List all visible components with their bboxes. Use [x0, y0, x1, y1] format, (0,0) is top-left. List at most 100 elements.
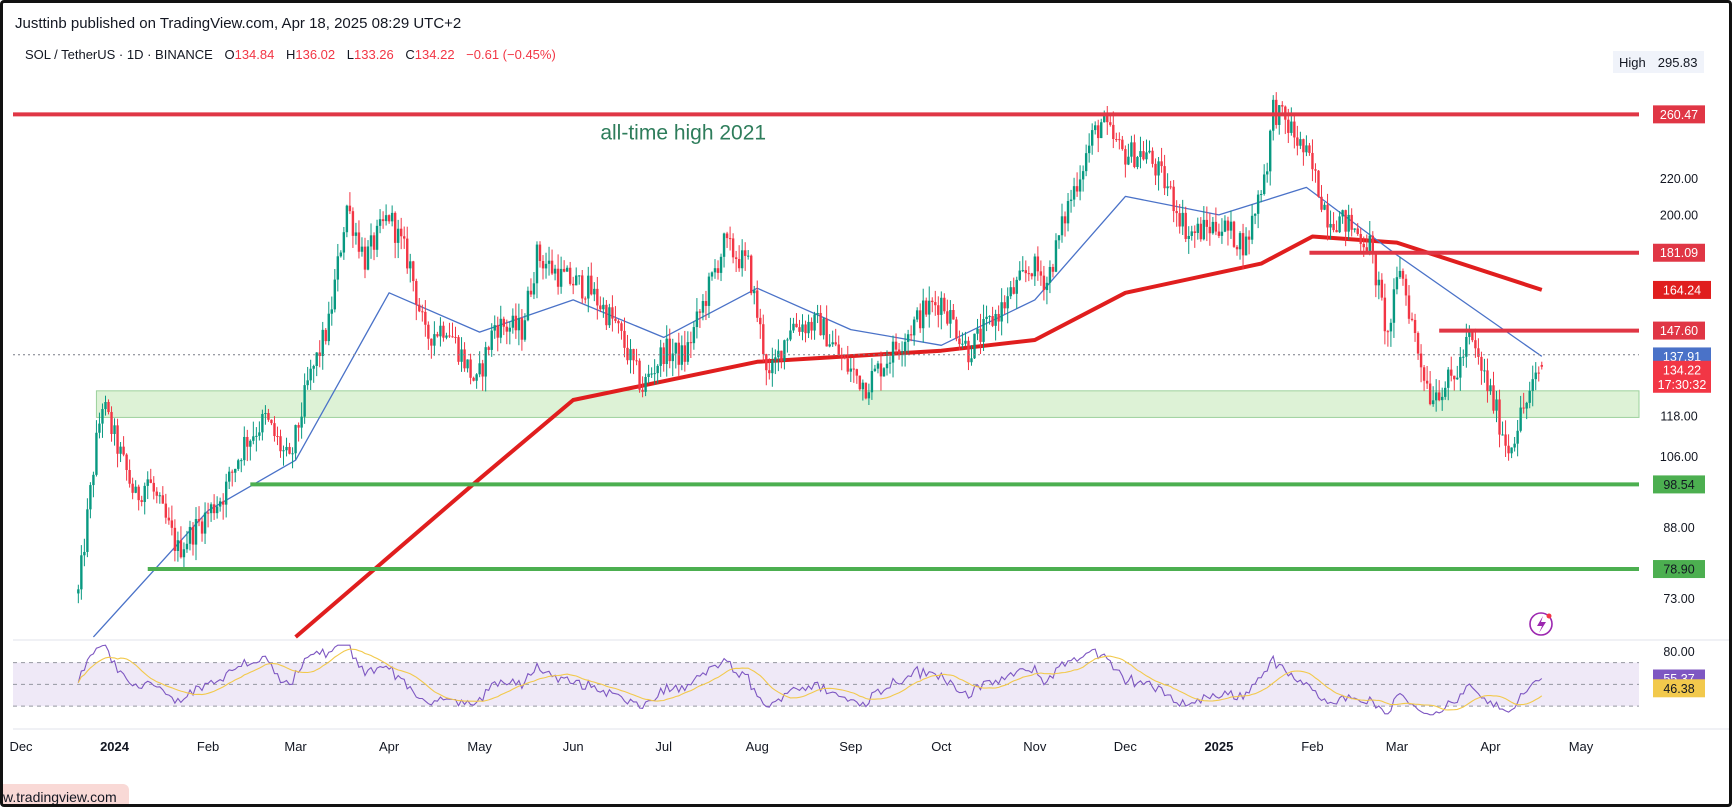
candle-body	[381, 219, 385, 222]
candle-body	[1362, 243, 1365, 248]
candle-body	[1256, 194, 1260, 214]
candle-body	[946, 311, 949, 324]
candle-body	[846, 358, 849, 372]
candle-body	[1202, 219, 1206, 240]
candle-body	[774, 357, 777, 361]
candle-body	[870, 370, 874, 393]
candle-body	[212, 504, 216, 514]
price-level-label: 98.54	[1663, 478, 1694, 492]
candle-body	[629, 349, 632, 361]
candle-body	[1413, 319, 1417, 334]
candle-body	[825, 318, 828, 347]
candle-body	[1371, 235, 1374, 252]
candle-body	[532, 283, 536, 295]
candle-body	[315, 352, 318, 366]
candle-body	[659, 347, 662, 366]
candle-body	[149, 479, 152, 483]
candle-body	[1042, 275, 1046, 291]
candle-body	[1024, 270, 1027, 274]
candle-body	[620, 323, 623, 331]
change-value: −0.61 (−0.45%)	[466, 47, 556, 62]
candle-body	[508, 327, 512, 332]
candle-body	[89, 485, 92, 510]
candle-body	[348, 205, 352, 212]
candle-body	[1054, 240, 1058, 272]
price-label-box	[1653, 280, 1711, 299]
candle-body	[544, 263, 548, 269]
candle-body	[107, 402, 110, 412]
candle-body	[789, 330, 792, 340]
candle-body	[243, 436, 246, 461]
candle-body	[327, 313, 330, 342]
candle-body	[1437, 392, 1441, 401]
candle-body	[1078, 179, 1082, 192]
candle-body	[1030, 273, 1034, 277]
time-tick-label: 2025	[1204, 739, 1233, 754]
candle-body	[1281, 105, 1284, 107]
candle-body	[934, 302, 937, 306]
candle-body	[931, 300, 934, 303]
candle-body	[246, 436, 249, 447]
high-marker-label: High	[1619, 54, 1646, 70]
candle-body	[1368, 235, 1371, 252]
candle-body	[1290, 121, 1293, 133]
candle-body	[1329, 223, 1332, 228]
open-value: 134.84	[234, 47, 275, 62]
candle-body	[695, 311, 699, 328]
candle-body	[116, 425, 119, 454]
candle-body	[279, 436, 282, 452]
candle-body	[602, 304, 605, 310]
candle-body	[430, 338, 433, 346]
candle-body	[949, 310, 952, 324]
candle-body	[1308, 145, 1311, 153]
candle-body	[740, 250, 744, 269]
candle-body	[200, 521, 204, 534]
candle-body	[550, 260, 554, 274]
candle-body	[728, 238, 732, 240]
candle-body	[1516, 430, 1519, 444]
candle-body	[882, 368, 886, 377]
time-tick-label: Oct	[931, 739, 952, 754]
candle-body	[985, 316, 988, 320]
candle-body	[988, 316, 991, 318]
candle-body	[1115, 139, 1118, 141]
candle-body	[768, 370, 771, 374]
candle-body	[255, 435, 258, 437]
watermark[interactable]: w.tradingview.com	[3, 784, 129, 804]
candle-body	[937, 305, 940, 315]
candle-body	[1087, 145, 1091, 154]
price-level-label: 181.09	[1660, 246, 1698, 260]
time-tick-label: Dec	[1114, 739, 1138, 754]
candle-body	[692, 327, 696, 344]
candle-body	[366, 246, 370, 270]
candle-body	[873, 368, 877, 371]
candle-body	[801, 324, 804, 332]
price-tick-label: 220.00	[1660, 172, 1698, 186]
candle-body	[1401, 270, 1405, 279]
candle-body	[807, 321, 810, 334]
close-label: C	[405, 47, 415, 62]
open-label: O	[224, 47, 235, 62]
candle-body	[1006, 296, 1009, 309]
candle-body	[409, 261, 412, 269]
candle-body	[393, 212, 397, 243]
symbol-name[interactable]: SOL / TetherUS · 1D · BINANCE	[25, 47, 213, 62]
candle-body	[876, 363, 880, 369]
candle-body	[445, 335, 448, 338]
candle-body	[638, 360, 641, 390]
candle-body	[991, 316, 994, 326]
alert-icon[interactable]	[1529, 612, 1553, 636]
candle-body	[1193, 231, 1196, 233]
candle-body	[885, 363, 889, 369]
candle-body	[912, 319, 916, 336]
candle-body	[1519, 407, 1522, 431]
candle-body	[339, 252, 343, 257]
candle-body	[297, 425, 300, 428]
candle-body	[143, 485, 146, 502]
candle-body	[1157, 161, 1160, 176]
candle-body	[1048, 266, 1052, 283]
candle-body	[1072, 186, 1076, 200]
candle-body	[1317, 170, 1320, 197]
candle-body	[1525, 402, 1528, 409]
